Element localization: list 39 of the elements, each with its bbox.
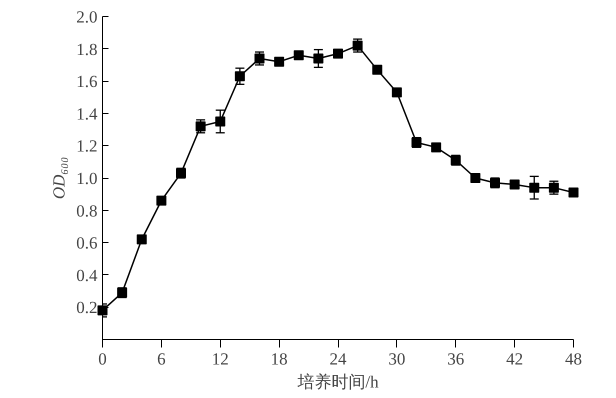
x-tick-label: 12 — [212, 350, 229, 368]
point — [510, 179, 520, 190]
x-tick-label: 0 — [98, 350, 107, 368]
point — [392, 87, 402, 98]
y-tick-label: 1.6 — [76, 72, 98, 92]
point — [568, 188, 578, 198]
point — [529, 182, 540, 193]
point — [136, 234, 147, 244]
point — [234, 71, 245, 82]
point — [313, 53, 324, 64]
point — [470, 173, 480, 183]
y-tick-label: 2.0 — [76, 8, 98, 26]
x-tick-label: 48 — [565, 350, 582, 368]
x-axis-title: 培养时间/h — [296, 372, 380, 392]
y-tick-label: 1.0 — [76, 169, 98, 188]
point — [431, 142, 442, 152]
y-tick-label: 0.6 — [76, 234, 98, 253]
x-tick-label: 18 — [270, 350, 288, 368]
point — [156, 196, 166, 206]
x-tick-label: 42 — [506, 350, 524, 368]
point — [274, 56, 284, 67]
point — [98, 305, 108, 316]
x-tick-label: 6 — [157, 350, 166, 368]
x-tick-label: 30 — [388, 350, 406, 368]
y-tick-label: 1.2 — [76, 136, 98, 156]
point — [352, 40, 363, 51]
point — [372, 64, 382, 75]
y-tick-label: 0.2 — [76, 298, 98, 318]
y-tick-label: 1.8 — [76, 40, 98, 59]
y-tick-label: 0.8 — [76, 201, 98, 220]
y-tick-label: 0.4 — [76, 266, 98, 285]
point — [215, 116, 226, 126]
point — [254, 53, 264, 64]
x-tick-label: 36 — [447, 350, 464, 368]
y-tick-label: 1.4 — [76, 104, 98, 124]
point — [333, 48, 343, 59]
point — [294, 50, 304, 60]
x-tick-label: 24 — [330, 350, 347, 368]
y-axis-title: OD₆₀₀ — [49, 156, 68, 200]
